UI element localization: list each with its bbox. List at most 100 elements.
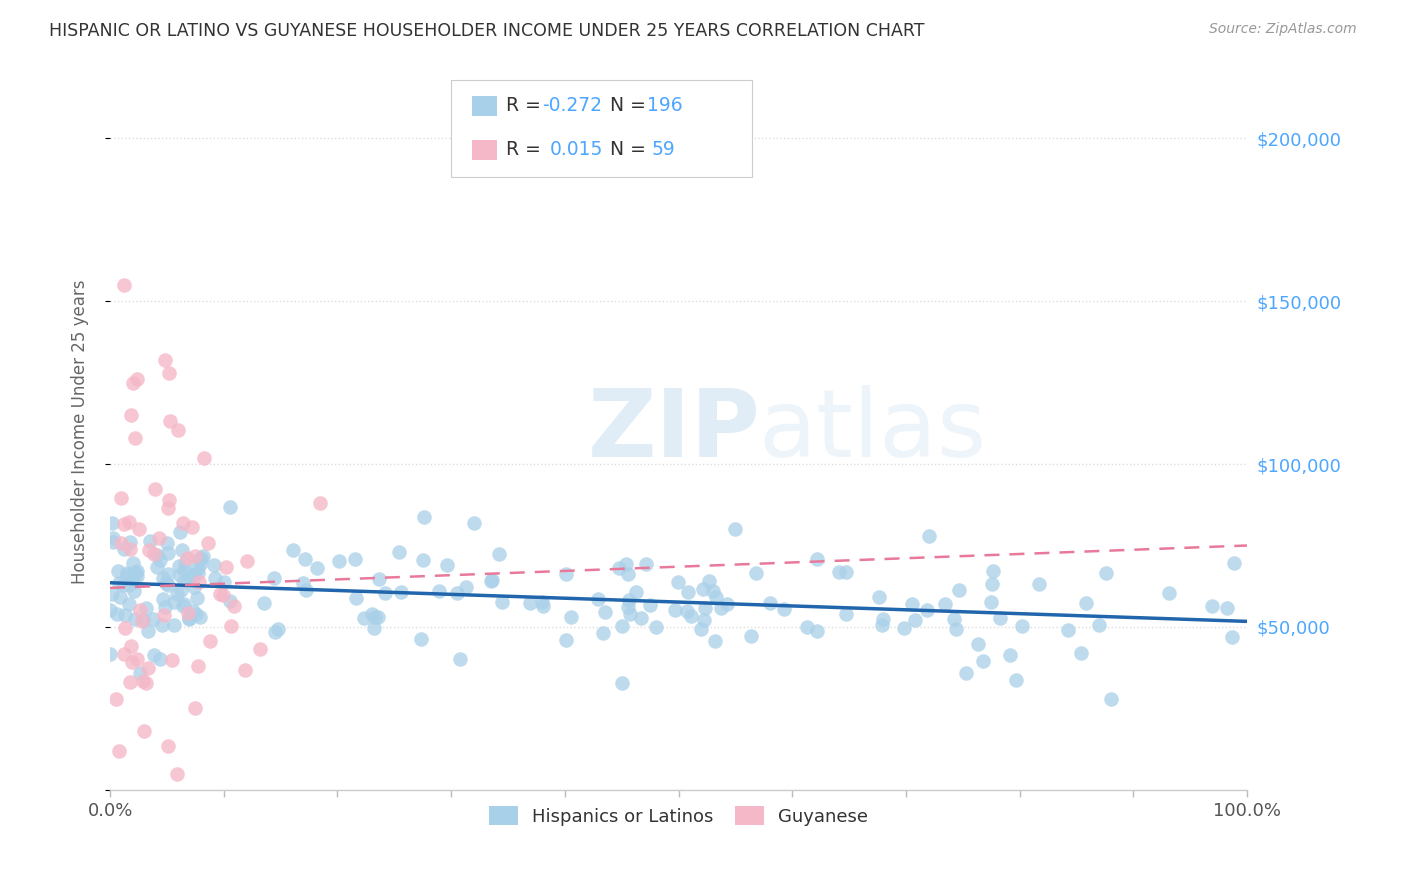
Point xyxy=(988,611,1011,625)
Text: 196: 196 xyxy=(647,96,682,115)
Point xyxy=(704,590,727,604)
Point xyxy=(128,666,150,681)
Point xyxy=(1220,631,1243,645)
Point xyxy=(945,623,967,637)
Point xyxy=(446,586,468,600)
Point xyxy=(110,491,132,505)
Point xyxy=(481,573,503,587)
Point xyxy=(607,561,630,575)
Point xyxy=(166,587,188,601)
Point xyxy=(263,571,285,585)
Point xyxy=(179,611,201,625)
Point xyxy=(121,376,143,390)
Point xyxy=(1201,599,1223,613)
Point xyxy=(948,582,970,597)
Point xyxy=(167,423,190,437)
Point xyxy=(202,558,225,572)
Point xyxy=(868,590,890,604)
Point xyxy=(112,648,135,662)
Point xyxy=(108,591,131,605)
Point xyxy=(193,451,215,466)
Point xyxy=(588,592,610,607)
Point xyxy=(740,630,762,644)
Point xyxy=(98,647,121,661)
Point xyxy=(157,493,180,508)
Point xyxy=(169,524,191,539)
Point xyxy=(463,516,485,530)
Point xyxy=(388,544,411,558)
Point xyxy=(389,585,412,599)
Point xyxy=(307,561,329,575)
Point xyxy=(695,600,717,615)
Point xyxy=(157,566,180,581)
Point xyxy=(374,585,396,599)
Point xyxy=(118,597,141,611)
Point xyxy=(125,566,148,580)
Point xyxy=(638,598,661,612)
Point xyxy=(249,642,271,657)
Point xyxy=(692,582,714,597)
Point xyxy=(156,546,179,560)
Point xyxy=(153,600,176,615)
Point xyxy=(142,612,165,626)
Point xyxy=(409,632,432,647)
Point xyxy=(491,595,513,609)
Point xyxy=(148,531,170,545)
Point xyxy=(702,583,724,598)
Point xyxy=(488,547,510,561)
Point xyxy=(367,609,389,624)
Point xyxy=(835,566,858,580)
Point xyxy=(120,542,142,557)
Point xyxy=(616,600,638,615)
Point xyxy=(610,618,633,632)
Point xyxy=(131,614,153,628)
Point xyxy=(187,561,209,575)
Point xyxy=(112,578,135,592)
Point xyxy=(208,587,231,601)
Point xyxy=(716,597,738,611)
Point xyxy=(183,566,205,581)
Point xyxy=(173,563,195,577)
Point xyxy=(101,587,124,601)
Point xyxy=(593,605,616,619)
Y-axis label: Householder Income Under 25 years: Householder Income Under 25 years xyxy=(72,279,89,583)
Point xyxy=(693,613,716,627)
Point xyxy=(697,574,720,588)
Point xyxy=(943,612,966,626)
Point xyxy=(981,565,1004,579)
Point xyxy=(870,617,893,632)
Point xyxy=(121,639,143,653)
Point xyxy=(644,620,666,634)
Point xyxy=(412,553,434,567)
Point xyxy=(427,583,450,598)
Point xyxy=(360,607,382,622)
Point xyxy=(481,574,503,588)
Point xyxy=(173,597,195,611)
Point xyxy=(253,596,276,610)
Point xyxy=(689,623,711,637)
Text: HISPANIC OR LATINO VS GUYANESE HOUSEHOLDER INCOME UNDER 25 YEARS CORRELATION CHA: HISPANIC OR LATINO VS GUYANESE HOUSEHOLD… xyxy=(49,22,925,40)
Point xyxy=(124,431,146,445)
Point xyxy=(745,566,768,580)
Point xyxy=(139,534,162,549)
Point xyxy=(132,613,155,627)
Point xyxy=(759,596,782,610)
Point xyxy=(294,582,316,597)
Point xyxy=(676,584,699,599)
Point xyxy=(294,551,316,566)
Point xyxy=(967,637,990,651)
Point xyxy=(181,605,204,619)
Point xyxy=(1070,646,1092,660)
Point xyxy=(166,766,188,780)
Point xyxy=(190,550,212,565)
Point xyxy=(121,655,143,669)
Point xyxy=(901,597,924,611)
Point xyxy=(186,591,208,606)
Point xyxy=(135,601,157,615)
Point xyxy=(617,593,640,607)
Point xyxy=(114,541,136,556)
Point xyxy=(614,558,637,572)
Point xyxy=(184,549,207,564)
Point xyxy=(122,571,145,585)
Point xyxy=(893,621,915,635)
